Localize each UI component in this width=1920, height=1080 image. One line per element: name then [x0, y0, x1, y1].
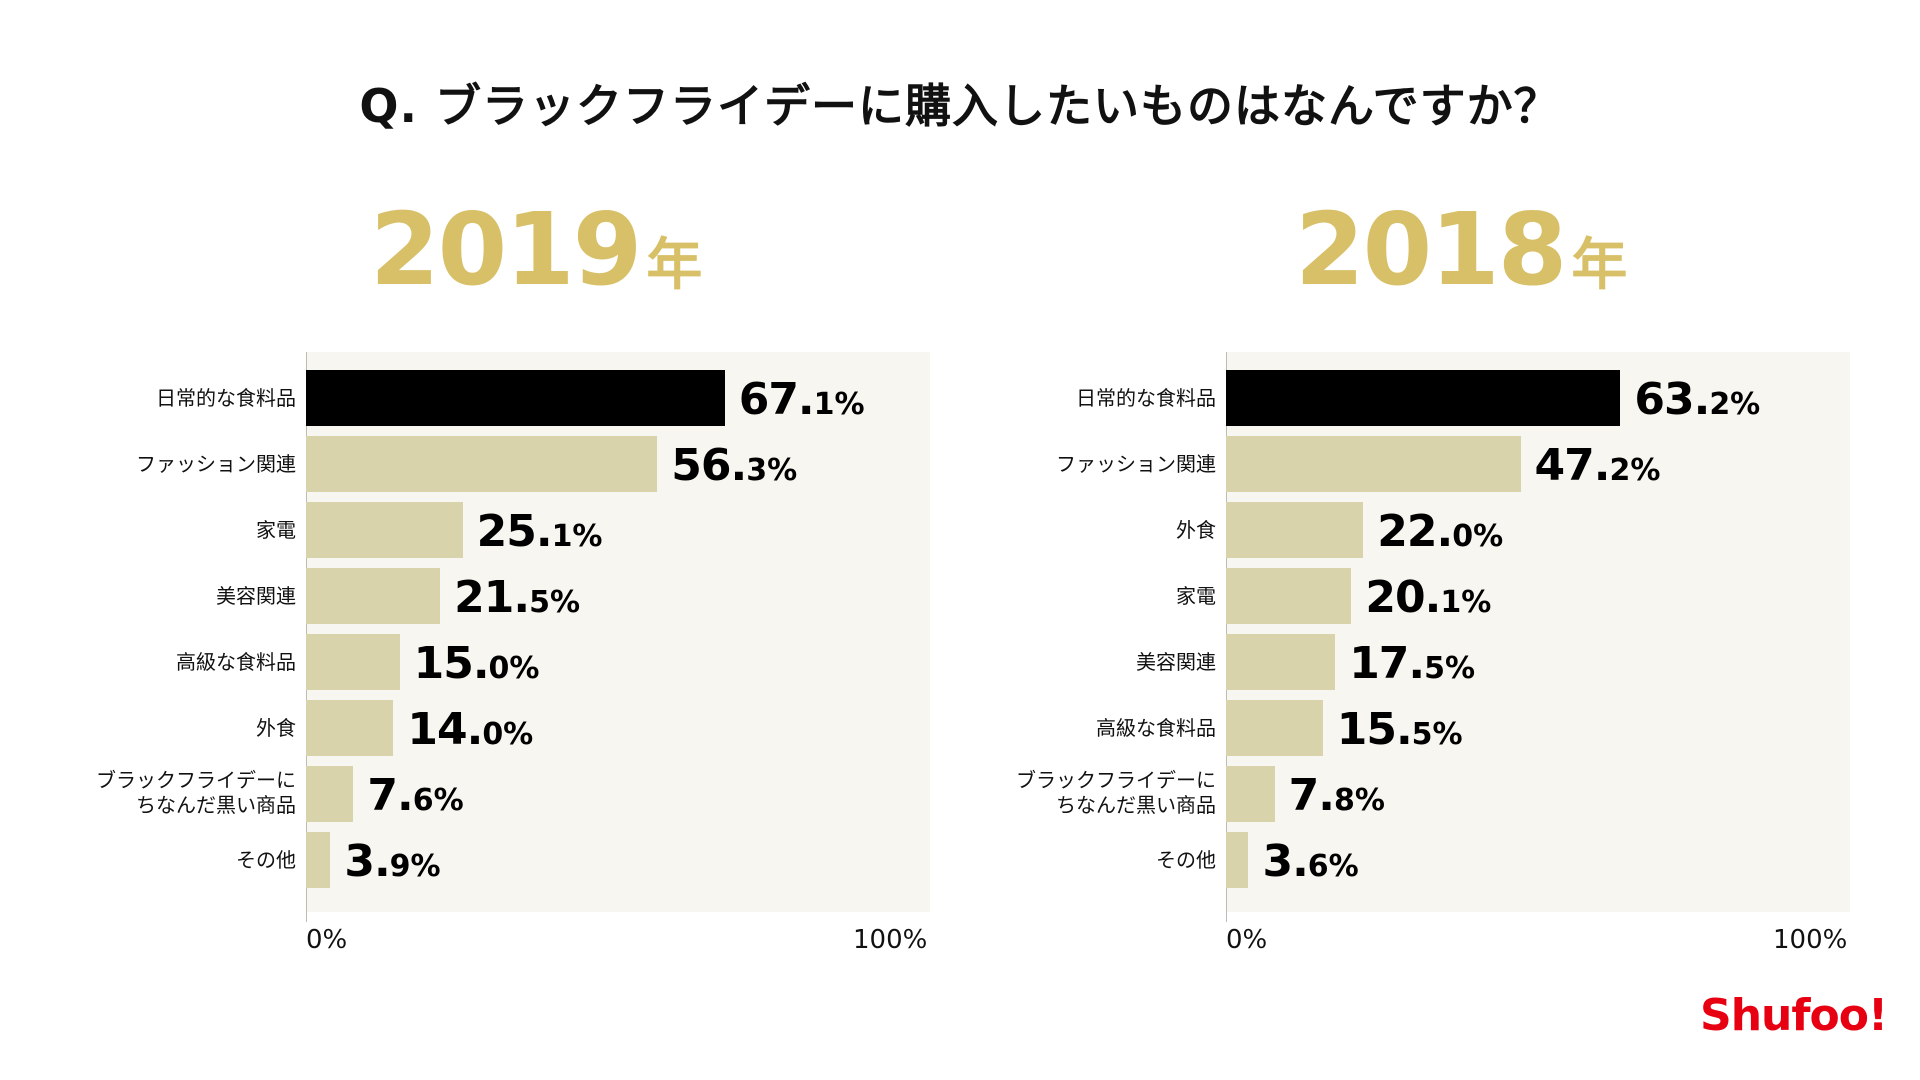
- bar-6: [306, 700, 394, 756]
- value-integer: 63.: [1634, 374, 1710, 425]
- category-label-6: 外食: [256, 716, 296, 740]
- value-decimal: 0%: [1452, 519, 1504, 554]
- value-decimal: 6%: [412, 783, 464, 818]
- value-label-7: 7.6%: [367, 774, 463, 818]
- value-integer: 20.: [1365, 572, 1441, 623]
- year-unit: 年: [646, 233, 703, 298]
- value-label-7: 7.8%: [1289, 774, 1385, 818]
- value-integer: 15.: [1336, 704, 1413, 755]
- value-decimal: 2%: [1709, 387, 1761, 422]
- value-label-1: 63.2%: [1634, 378, 1760, 422]
- value-decimal: 5%: [1411, 717, 1463, 752]
- value-integer: 3.: [1262, 836, 1308, 887]
- value-integer: 15.: [413, 638, 490, 689]
- year-heading: 2019 年: [370, 200, 702, 300]
- value-integer: 56.: [671, 440, 747, 491]
- value-label-8: 3.9%: [344, 840, 440, 884]
- category-label-4: 家電: [1176, 584, 1216, 608]
- value-decimal: 2%: [1609, 453, 1661, 488]
- category-label-3: 家電: [256, 518, 296, 542]
- value-decimal: 5%: [529, 585, 581, 620]
- value-label-8: 3.6%: [1262, 840, 1358, 884]
- year-unit: 年: [1571, 233, 1628, 298]
- value-integer: 22.: [1377, 506, 1453, 557]
- value-label-5: 17.5%: [1349, 642, 1475, 686]
- value-decimal: 6%: [1307, 849, 1359, 884]
- x-tick-min: 0%: [1226, 925, 1268, 955]
- value-label-6: 15.5%: [1337, 708, 1463, 752]
- value-integer: 67.: [738, 374, 815, 425]
- category-label-8: その他: [236, 848, 296, 872]
- value-decimal: 1%: [551, 519, 603, 554]
- bar-8: [306, 832, 331, 888]
- bar-1: [1226, 370, 1621, 426]
- value-integer: 7.: [367, 770, 413, 821]
- bar-5: [1226, 634, 1336, 690]
- bar-4: [1226, 568, 1352, 624]
- bar-2: [306, 436, 658, 492]
- category-label-5: 美容関連: [1136, 650, 1216, 674]
- bar-3: [1226, 502, 1364, 558]
- bar-8: [1226, 832, 1249, 888]
- value-decimal: 9%: [389, 849, 441, 884]
- value-label-3: 25.1%: [477, 510, 603, 554]
- value-decimal: 0%: [488, 651, 540, 686]
- bar-7: [306, 766, 354, 822]
- x-tick-max: 100%: [1773, 925, 1848, 955]
- value-integer: 21.: [454, 572, 530, 623]
- bar-1: [306, 370, 725, 426]
- value-decimal: 8%: [1334, 783, 1385, 818]
- value-integer: 25.: [476, 506, 553, 557]
- category-label-1: 日常的な食料品: [156, 386, 296, 410]
- value-label-4: 21.5%: [454, 576, 580, 620]
- value-decimal: 5%: [1424, 651, 1476, 686]
- year-heading: 2018 年: [1295, 200, 1627, 300]
- bar-6: [1226, 700, 1323, 756]
- category-label-7: ブラックフライデーに ちなんだ黒い商品: [1016, 768, 1216, 817]
- year-number: 2018: [1295, 191, 1567, 308]
- bar-3: [306, 502, 463, 558]
- value-label-5: 15.0%: [414, 642, 540, 686]
- value-decimal: 0%: [482, 717, 534, 752]
- category-label-7: ブラックフライデーに ちなんだ黒い商品: [96, 768, 296, 817]
- value-label-4: 20.1%: [1365, 576, 1491, 620]
- value-decimal: 3%: [746, 453, 798, 488]
- value-integer: 14.: [407, 704, 483, 755]
- value-decimal: 1%: [813, 387, 865, 422]
- question-title: Q. ブラックフライデーに購入したいものはなんですか？: [359, 79, 1561, 133]
- bar-4: [306, 568, 441, 624]
- bar-5: [306, 634, 400, 690]
- value-integer: 3.: [344, 836, 390, 887]
- value-label-3: 22.0%: [1377, 510, 1503, 554]
- chart-panel-2019: 2019 年 0% 100% 日常的な食料品 67.1% ファッション関連 56.3% 家…: [0, 0, 930, 1080]
- shufoo-logo: Shufoo!: [1700, 990, 1888, 1041]
- value-decimal: 1%: [1440, 585, 1492, 620]
- bar-2: [1226, 436, 1521, 492]
- category-label-6: 高級な食料品: [1096, 716, 1216, 740]
- chart-panel-2018: 2018 年 0% 100% 日常的な食料品 63.2% ファッション関連 47.2% 外…: [920, 0, 1850, 1080]
- value-label-2: 47.2%: [1535, 444, 1661, 488]
- bar-7: [1226, 766, 1275, 822]
- category-label-8: その他: [1156, 848, 1216, 872]
- category-label-4: 美容関連: [216, 584, 296, 608]
- category-label-5: 高級な食料品: [176, 650, 296, 674]
- year-number: 2019: [370, 191, 642, 308]
- value-integer: 17.: [1349, 638, 1425, 689]
- category-label-2: ファッション関連: [136, 452, 296, 476]
- value-label-6: 14.0%: [407, 708, 533, 752]
- value-integer: 47.: [1534, 440, 1611, 491]
- value-label-2: 56.3%: [671, 444, 797, 488]
- category-label-2: ファッション関連: [1056, 452, 1216, 476]
- category-label-1: 日常的な食料品: [1076, 386, 1216, 410]
- x-tick-max: 100%: [853, 925, 928, 955]
- value-label-1: 67.1%: [739, 378, 865, 422]
- category-label-3: 外食: [1176, 518, 1216, 542]
- value-integer: 7.: [1288, 770, 1335, 821]
- x-tick-min: 0%: [306, 925, 348, 955]
